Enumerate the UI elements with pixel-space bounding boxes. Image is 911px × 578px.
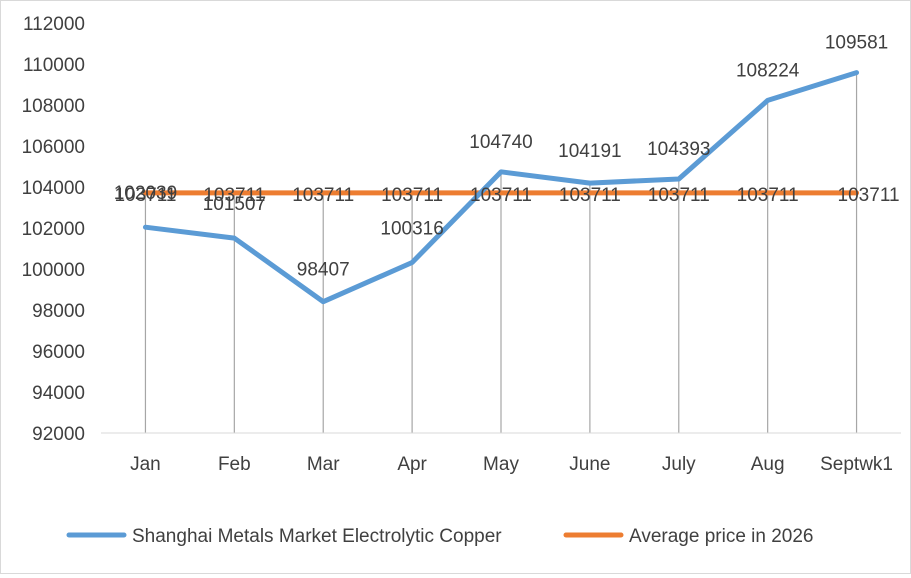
y-tick-label: 104000	[22, 178, 85, 199]
x-axis: Jan Feb Mar Apr May June July Aug Septwk1	[101, 432, 901, 475]
copper-price-line	[142, 70, 860, 305]
copper-data-label: 104191	[558, 141, 621, 162]
average-data-label: 103711	[559, 185, 621, 206]
x-tick-label: Mar	[307, 454, 340, 475]
x-tick-label: Feb	[218, 454, 251, 475]
x-tick-label: May	[483, 454, 519, 475]
data-labels: 102039 101507 98407 100316 104740 104191 10439…	[114, 33, 900, 281]
average-data-label: 103711	[737, 185, 799, 206]
drop-lines	[144, 72, 858, 433]
copper-data-label: 98407	[297, 260, 350, 281]
average-data-label: 103711	[648, 185, 710, 206]
y-tick-label: 92000	[32, 424, 85, 445]
y-tick-label: 102000	[22, 219, 85, 240]
y-tick-label: 106000	[22, 137, 85, 158]
legend-item-average: Average price in 2026	[563, 526, 814, 547]
legend-item-copper: Shanghai Metals Market Electrolytic Copp…	[66, 526, 502, 547]
copper-data-label: 108224	[736, 60, 800, 81]
copper-data-label: 109581	[825, 33, 888, 54]
series-lines	[142, 70, 860, 305]
y-tick-label: 108000	[22, 96, 85, 117]
legend-label: Average price in 2026	[629, 526, 814, 547]
average-data-label: 103711	[470, 185, 532, 206]
average-data-label: 103711	[114, 185, 176, 206]
copper-data-label: 102039	[114, 183, 177, 204]
x-tick-label: June	[569, 454, 610, 475]
average-data-label: 103711	[292, 185, 354, 206]
copper-data-label: 104740	[469, 132, 532, 153]
x-tick-label: Apr	[397, 454, 427, 475]
x-tick-label: Aug	[751, 454, 785, 475]
y-tick-label: 94000	[32, 383, 85, 404]
copper-data-label: 100316	[380, 219, 443, 240]
copper-data-label: 101507	[203, 194, 266, 215]
y-tick-label: 96000	[32, 342, 85, 363]
y-tick-label: 98000	[32, 301, 85, 322]
x-tick-label: Septwk1	[820, 454, 893, 475]
average-data-label: 103711	[838, 185, 900, 206]
legend-label: Shanghai Metals Market Electrolytic Copp…	[132, 526, 502, 547]
legend: Shanghai Metals Market Electrolytic Copp…	[66, 526, 814, 547]
x-tick-label: Jan	[130, 454, 161, 475]
x-tick-label: July	[662, 454, 696, 475]
y-tick-label: 100000	[22, 260, 85, 281]
average-data-label: 103711	[203, 185, 265, 206]
y-tick-label: 112000	[23, 14, 85, 35]
average-data-label: 103711	[381, 185, 443, 206]
copper-data-label: 104393	[647, 139, 710, 160]
y-axis: 92000 94000 96000 98000 100000 102000 104000 10…	[22, 14, 85, 445]
y-tick-label: 110000	[23, 55, 85, 76]
